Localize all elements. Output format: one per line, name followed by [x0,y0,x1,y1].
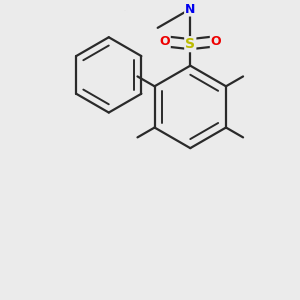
Text: S: S [185,37,195,51]
Text: O: O [159,35,170,48]
Text: O: O [211,35,221,48]
Text: N: N [185,2,196,16]
